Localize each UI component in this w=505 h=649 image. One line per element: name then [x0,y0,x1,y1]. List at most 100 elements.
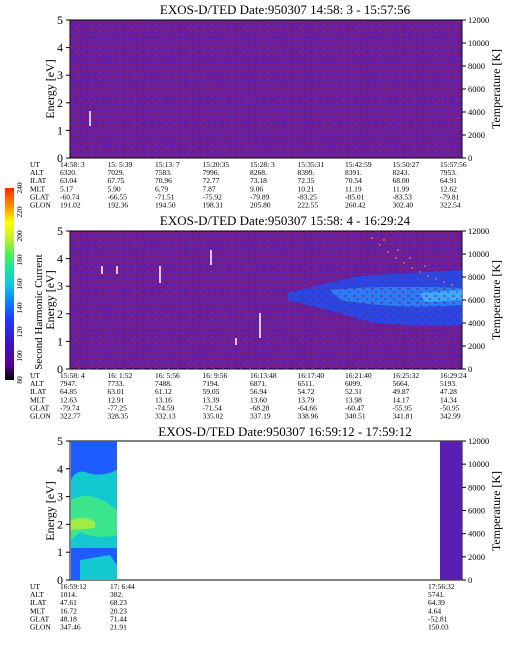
panel-3-left-ticks: 0 1 2 3 4 5 [57,434,70,587]
colorbar-tick-label: 140 [15,302,24,314]
right-tick-label: 4000 [468,529,485,539]
table-cell: 302.40 [393,201,414,210]
table-cell: 7583. [155,168,172,177]
table-cell: 194.50 [155,201,176,210]
panel-2-title: EXOS-D/TED Date:950307 15:58: 4 - 16:29:… [160,213,411,228]
table-cell: 322.54 [440,201,461,210]
table-cell: 16: 1:52 [108,371,133,380]
table-cell: 13.98 [345,395,362,404]
table-cell: 8391. [345,168,362,177]
table-cell: -79.74 [60,403,80,412]
colorbar: 80 100 120 140 160 180 200 220 240 Second Harmon… [5,182,45,384]
table-cell: 337.19 [250,412,271,421]
table-row-label: GLAT [30,614,50,623]
table-cell: 6.79 [155,184,168,193]
table-row-label: GLON [30,623,51,632]
panel-3-ylabel-left: Energy [eV] [43,481,57,540]
table-cell: 68.00 [393,176,410,185]
table-cell: 61.12 [155,387,172,396]
right-tick-label: 2000 [468,341,485,351]
table-cell: 322.77 [60,412,81,421]
table-cell: 63.01 [108,387,125,396]
table-cell: -77.25 [108,403,128,412]
table-cell: 332.13 [155,412,176,421]
left-tick-label: 1 [57,123,63,137]
colorbar-tick-label: 100 [15,350,24,362]
table-cell: 7953. [440,168,457,177]
table-cell: 7947. [60,379,77,388]
right-tick-label: 8000 [468,272,485,282]
table-row-label: ALT [30,168,44,177]
panel-1-ylabel-right: Temperature [K] [489,49,503,129]
table-cell: 70.54 [345,176,362,185]
table-row-label: MLT [30,606,46,615]
right-tick-label: 10000 [468,459,489,469]
table-cell: 16:29:24 [440,371,467,380]
colorbar-tick-label: 180 [15,254,24,266]
table-cell: 17:56:32 [428,582,455,591]
table-row-label: GLON [30,201,51,210]
right-tick-label: 12000 [468,226,489,236]
table-cell: 15:50:27 [393,160,420,169]
panel-3-ylabel-right: Temperature [K] [489,471,503,551]
table-cell: 6871. [250,379,267,388]
left-tick-label: 4 [57,462,63,476]
table-cell: 59.05 [203,387,220,396]
table-cell: 13.79 [298,395,315,404]
table-cell: 48.18 [60,614,77,623]
table-cell: 16: 9:56 [203,371,228,380]
table-cell: -60.74 [60,192,80,201]
table-cell: 64.39 [428,598,445,607]
table-cell: 8399. [298,168,315,177]
panel-2-speckle-overlay [70,231,462,369]
table-cell: 13.60 [250,395,267,404]
panel-1-left-ticks: 0 1 2 3 4 5 [57,13,70,165]
table-cell: 13.16 [155,395,172,404]
panel-2-orange-dots [371,237,453,286]
table-cell: 68.23 [110,598,127,607]
table-cell: 7488. [155,379,172,388]
right-tick-label: 12000 [468,15,489,25]
table-cell: 382. [110,590,123,599]
table-row-label: GLAT [30,403,50,412]
right-tick-label: 4000 [468,107,485,117]
panel-3-data-block-left [71,441,117,580]
left-tick-label: 5 [57,224,63,238]
table-cell: 54.72 [298,387,315,396]
table-cell: -85.01 [345,192,365,201]
left-tick-label: 0 [57,362,63,376]
panel-3-title: EXOS-D/TED Date:950307 16:59:12 - 17:59:… [158,424,411,439]
table-cell: 16:17:40 [298,371,325,380]
table-cell: 15:28: 3 [250,160,275,169]
table-cell: 7029. [108,168,125,177]
table-cell: -64.66 [298,403,318,412]
table-cell: 16.72 [60,606,77,615]
right-tick-label: 12000 [468,436,489,446]
left-tick-label: 0 [57,151,63,165]
table-cell: 340.51 [345,412,366,421]
table-cell: 7.87 [203,184,216,193]
table-row-label: ILAT [30,387,47,396]
table-cell: 347.46 [60,623,81,632]
table-cell: 192.36 [108,201,129,210]
colorbar-tick-label: 160 [15,278,24,290]
left-tick-label: 4 [57,41,63,55]
table-row-label: MLT [30,395,46,404]
table-cell: 73.18 [250,176,267,185]
left-tick-label: 3 [57,68,63,82]
table-cell: 16:25:32 [393,371,420,380]
table-cell: 72.35 [298,176,315,185]
table-row-label: ILAT [30,176,47,185]
table-cell: 9.06 [250,184,263,193]
panel-1: EXOS-D/TED Date:950307 14:58: 3 - 15:57:… [30,2,503,210]
table-cell: -55.95 [393,403,413,412]
table-cell: 335.02 [203,412,224,421]
table-cell: 16:21:40 [345,371,372,380]
table-cell: -74.59 [155,403,175,412]
table-cell: 205.80 [250,201,271,210]
table-row-label: UT [30,371,40,380]
colorbar-ticks: 80 100 120 140 160 180 200 220 240 [15,182,24,384]
table-cell: -83.25 [298,192,318,201]
right-tick-label: 0 [468,364,472,374]
